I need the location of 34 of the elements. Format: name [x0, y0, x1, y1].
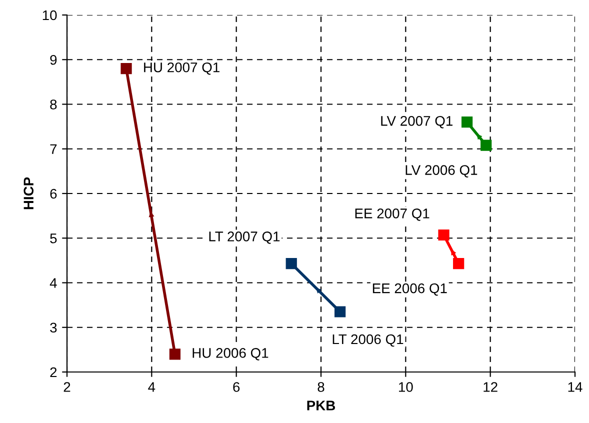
- y-tick-label: 8: [50, 100, 57, 110]
- y-tick-label: 5: [50, 234, 57, 244]
- annotation: HU 2007 Q1: [144, 62, 220, 75]
- point: [453, 258, 464, 270]
- x-tick-label: 6: [233, 382, 240, 392]
- point: [438, 229, 450, 241]
- point: [286, 258, 297, 270]
- x-tick-label: 10: [399, 382, 413, 392]
- annotation: LT 2007 Q1: [209, 232, 280, 244]
- y-tick-label: 7: [50, 144, 57, 154]
- annotation: LV 2006 Q1: [406, 165, 478, 178]
- x-tick-label: 14: [568, 382, 582, 392]
- annotation: LT 2006 Q1: [332, 334, 404, 347]
- x-axis-title: PKB: [307, 400, 336, 410]
- y-tick-label: 4: [50, 278, 57, 288]
- point: [480, 140, 492, 151]
- y-tick-label: 2: [50, 367, 57, 378]
- annotation: EE 2007 Q1: [355, 208, 430, 221]
- y-tick-label: 10: [42, 10, 57, 20]
- point: [120, 62, 132, 74]
- annotation: EE 2006 Q1: [372, 283, 447, 296]
- y-tick-label: 9: [50, 54, 57, 65]
- x-tick-label: 2: [64, 382, 70, 392]
- x-tick-label: 8: [318, 382, 324, 392]
- x-tick-label: 12: [484, 382, 498, 392]
- point: [334, 306, 346, 318]
- point: [461, 116, 473, 128]
- y-tick-label: 6: [50, 188, 57, 199]
- point: [169, 348, 181, 360]
- annotation: HU 2006 Q1: [192, 348, 268, 360]
- y-tick-label: 3: [50, 322, 57, 333]
- x-tick-label: 4: [148, 382, 156, 392]
- y-axis-title: HICP: [24, 177, 34, 210]
- annotation: LV 2007 Q1: [381, 116, 452, 128]
